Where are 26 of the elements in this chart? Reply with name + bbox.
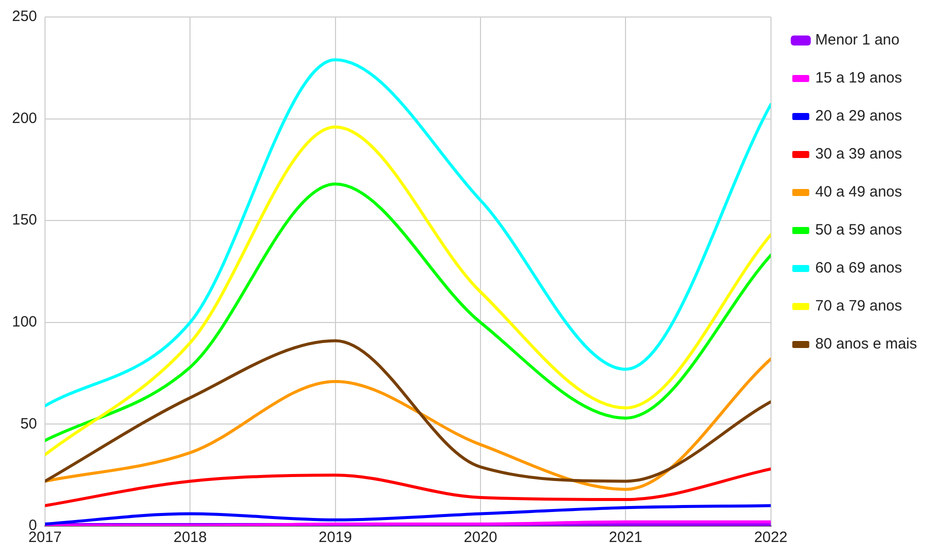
y-tick-label: 200 bbox=[12, 110, 38, 127]
x-tick-label: 2022 bbox=[754, 529, 788, 546]
x-tick-label: 2021 bbox=[608, 529, 642, 546]
x-tick-label: 2019 bbox=[318, 529, 352, 546]
line-series bbox=[45, 467, 771, 508]
legend-label: 70 a 79 anos bbox=[815, 298, 902, 315]
legend-label: 50 a 59 anos bbox=[815, 222, 902, 239]
legend-label: 80 anos e mais bbox=[815, 336, 918, 353]
line-series bbox=[45, 339, 771, 483]
y-tick-label: 100 bbox=[12, 314, 38, 331]
legend-label: 30 a 39 anos bbox=[815, 146, 902, 163]
y-tick-label: 50 bbox=[20, 415, 38, 432]
x-tick-label: 2020 bbox=[464, 529, 498, 546]
line-series bbox=[45, 125, 771, 456]
line-series bbox=[45, 58, 771, 408]
x-tick-label: 2018 bbox=[173, 529, 207, 546]
legend-label: 20 a 29 anos bbox=[815, 108, 902, 125]
legend-label: 15 a 19 anos bbox=[815, 70, 902, 87]
y-tick-label: 250 bbox=[12, 8, 38, 26]
line-series bbox=[45, 504, 771, 526]
line-series bbox=[45, 358, 771, 491]
legend-label: 40 a 49 anos bbox=[815, 184, 902, 201]
legend-label: Menor 1 ano bbox=[815, 32, 900, 49]
line-series bbox=[45, 182, 771, 442]
y-tick-label: 150 bbox=[12, 212, 38, 229]
legend-label: 60 a 69 anos bbox=[815, 260, 902, 277]
